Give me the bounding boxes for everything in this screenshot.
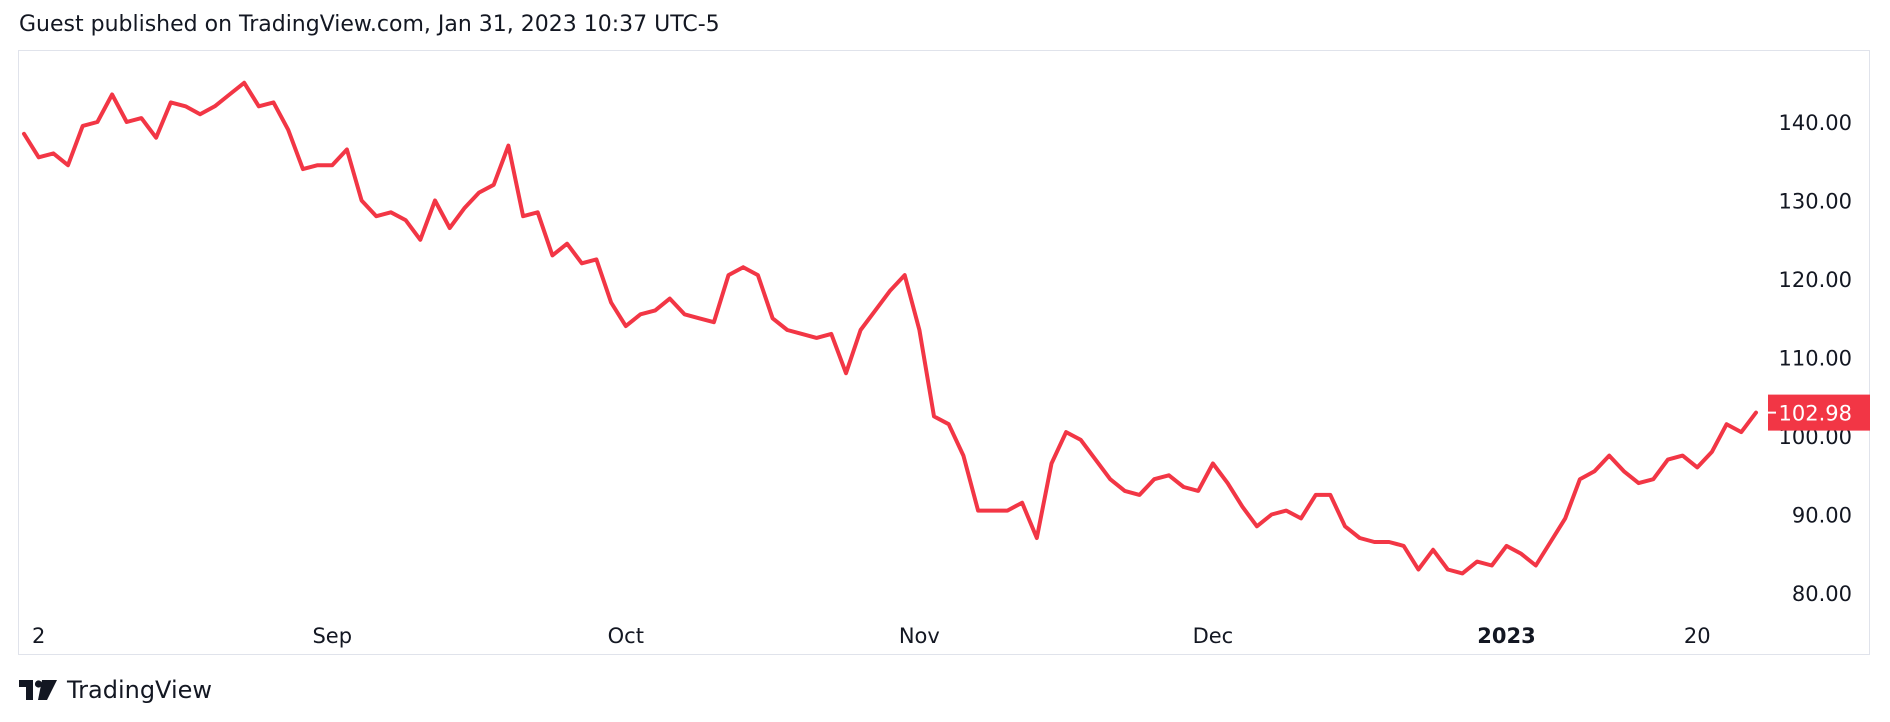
chart-panel[interactable] [18, 50, 1870, 655]
last-price-label: 102.98 [1779, 402, 1852, 426]
publish-info: Guest published on TradingView.com, Jan … [19, 12, 720, 37]
x-tick-label: 2 [32, 624, 45, 648]
price-series-line [22, 80, 1758, 576]
footer-brand[interactable]: TradingView [67, 676, 213, 704]
y-tick-label: 110.00 [1779, 347, 1852, 371]
x-tick-label: Dec [1193, 624, 1234, 648]
y-tick-label: 80.00 [1792, 582, 1852, 606]
series-layer [22, 80, 1758, 576]
x-tick-label: Oct [608, 624, 644, 648]
x-tick-label: Sep [312, 624, 352, 648]
last-price-badge [1768, 394, 1870, 431]
y-tick-label: 140.00 [1779, 111, 1852, 135]
footer: TradingView [19, 676, 212, 704]
y-tick-label: 130.00 [1779, 190, 1852, 214]
last-price-marker: 102.98 [1768, 394, 1870, 431]
y-tick-label: 120.00 [1779, 268, 1852, 292]
x-tick-label: 20 [1684, 624, 1711, 648]
tradingview-logo-icon[interactable] [19, 680, 57, 700]
y-tick-label: 90.00 [1792, 504, 1852, 528]
time-axis[interactable]: 2 Sep Oct Nov Dec 2023 20 [32, 624, 1711, 648]
x-tick-label: 2023 [1477, 624, 1535, 648]
x-tick-label: Nov [899, 624, 940, 648]
